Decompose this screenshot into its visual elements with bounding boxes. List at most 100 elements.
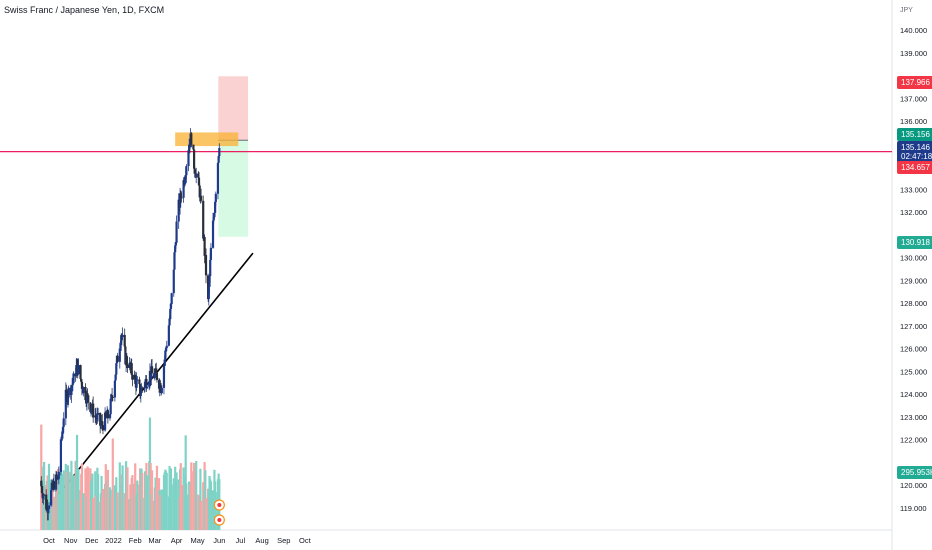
candle-body xyxy=(187,150,190,167)
candle-body xyxy=(207,286,210,299)
candle-body xyxy=(192,144,195,150)
candle-body xyxy=(139,384,142,396)
candle-body xyxy=(148,381,151,387)
candle-body xyxy=(79,365,82,379)
candle-body xyxy=(47,505,51,510)
x-tick-label: Feb xyxy=(129,536,142,545)
x-tick-label: Sep xyxy=(277,536,290,545)
volume-bar xyxy=(146,475,149,530)
candle-body xyxy=(172,269,175,294)
volume-bar xyxy=(131,475,134,530)
candle-body xyxy=(165,345,168,349)
candle-body xyxy=(96,414,99,420)
y-tick-label: 124.000 xyxy=(900,390,927,399)
volume-bar xyxy=(47,463,51,530)
volume-bar xyxy=(141,472,144,530)
candle-body xyxy=(182,180,185,198)
candle-body xyxy=(103,412,107,431)
candle-body xyxy=(160,387,163,394)
volume-bar xyxy=(121,465,124,530)
candle-body xyxy=(131,374,134,380)
candle-body xyxy=(174,245,177,253)
candle-body xyxy=(216,162,220,194)
volume-bar xyxy=(111,438,114,530)
volume-bar xyxy=(209,481,213,530)
candle-body xyxy=(146,386,149,389)
y-tick-label: 129.000 xyxy=(900,276,927,285)
candle-body xyxy=(164,350,167,360)
volume-bar xyxy=(67,471,70,530)
candle-body xyxy=(211,220,215,248)
candle-body xyxy=(169,308,172,320)
volume-bar xyxy=(184,435,187,530)
candle-body xyxy=(66,397,70,402)
candle-body xyxy=(71,383,74,385)
y-tick-label: 136.000 xyxy=(900,117,927,126)
candle-body xyxy=(124,346,127,365)
candle-body xyxy=(218,147,221,157)
candle-body xyxy=(212,217,215,221)
candle-body xyxy=(121,334,124,338)
candle-body xyxy=(167,325,170,346)
candle-body xyxy=(75,365,78,377)
candle-body xyxy=(153,373,156,379)
volume-bar xyxy=(62,470,65,530)
candle-body xyxy=(41,492,44,499)
candle-body xyxy=(57,471,60,480)
volume-bar xyxy=(92,497,95,530)
candle-body xyxy=(164,348,168,351)
candle-body xyxy=(190,133,193,145)
volume-bar xyxy=(125,461,128,530)
volume-bar xyxy=(192,462,196,530)
volume-bar xyxy=(190,462,193,530)
candle-body xyxy=(89,402,92,412)
candle-body xyxy=(109,398,112,415)
candle-body xyxy=(177,199,180,222)
candle-body xyxy=(61,431,64,439)
candle-body xyxy=(204,255,208,276)
candle-body xyxy=(188,145,191,151)
candle-body xyxy=(116,355,119,362)
candle-body xyxy=(184,175,187,180)
y-tick-label: 119.000 xyxy=(900,504,927,513)
candle-body xyxy=(209,259,212,276)
candle-body xyxy=(45,494,48,510)
candle-body xyxy=(55,474,58,479)
resistance-zone xyxy=(175,132,239,147)
candle-body xyxy=(143,381,147,388)
y-tick-label: 125.000 xyxy=(900,367,927,376)
candle-body xyxy=(101,421,104,426)
candle-body xyxy=(193,168,196,174)
candle-body xyxy=(47,509,50,513)
volume-bar xyxy=(165,472,168,530)
candle-body xyxy=(94,415,98,418)
x-tick-label: Dec xyxy=(85,536,99,545)
candle-body xyxy=(126,364,129,368)
volume-bar xyxy=(170,484,173,530)
candle-body xyxy=(42,494,46,496)
volume-bar xyxy=(136,480,139,530)
candle-body xyxy=(197,177,201,186)
candle-body xyxy=(108,414,112,419)
candle-body xyxy=(67,387,70,398)
x-tick-label: Nov xyxy=(64,536,78,545)
x-tick-label: 2022 xyxy=(105,536,122,545)
candle-body xyxy=(118,348,121,362)
reward-zone xyxy=(218,140,249,237)
x-tick-label: Apr xyxy=(171,536,183,545)
candle-body xyxy=(40,480,43,487)
y-tick-label: 123.000 xyxy=(900,413,927,422)
candle-body xyxy=(84,387,87,401)
candle-body xyxy=(139,393,142,396)
price-label: 135.156 xyxy=(897,128,932,141)
candle-body xyxy=(106,410,109,419)
x-tick-label: May xyxy=(191,536,205,545)
volume-bar xyxy=(87,468,90,530)
candle-body xyxy=(114,374,117,381)
candle-body xyxy=(143,387,146,389)
y-tick-label: 132.000 xyxy=(900,208,927,217)
chart-title: Swiss Franc / Japanese Yen, 1D, FXCM xyxy=(4,5,165,15)
risk-zone xyxy=(218,76,249,141)
candle-body xyxy=(150,366,154,374)
